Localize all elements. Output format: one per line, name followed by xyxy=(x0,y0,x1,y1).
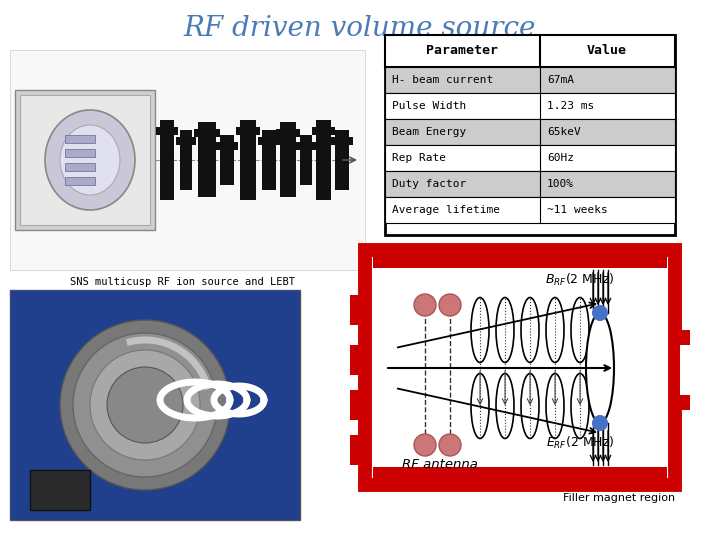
Text: Pulse Width: Pulse Width xyxy=(392,101,467,111)
Circle shape xyxy=(414,434,436,456)
Bar xyxy=(15,90,155,230)
Bar xyxy=(276,129,300,137)
Bar xyxy=(385,67,675,93)
Text: 65keV: 65keV xyxy=(547,127,581,137)
Bar xyxy=(316,120,331,200)
Circle shape xyxy=(592,415,608,431)
Ellipse shape xyxy=(586,313,614,423)
Bar xyxy=(65,177,95,185)
Bar xyxy=(236,127,260,135)
Bar xyxy=(240,120,256,200)
Bar xyxy=(280,122,296,197)
Bar xyxy=(350,345,368,375)
Bar xyxy=(65,149,95,157)
Text: Average lifetime: Average lifetime xyxy=(392,205,500,215)
Text: RF antenna: RF antenna xyxy=(402,458,478,471)
Text: H- beam current: H- beam current xyxy=(392,75,493,85)
Bar xyxy=(335,130,349,190)
Text: 100%: 100% xyxy=(547,179,574,189)
Circle shape xyxy=(90,350,200,460)
Bar xyxy=(385,197,675,223)
Text: Filler magnet region: Filler magnet region xyxy=(563,493,675,503)
Bar xyxy=(385,93,675,119)
Bar xyxy=(262,130,276,190)
Bar xyxy=(156,127,178,135)
Bar xyxy=(30,470,90,510)
Bar xyxy=(373,268,667,467)
Text: 1.23 ms: 1.23 ms xyxy=(547,101,594,111)
Bar xyxy=(385,35,675,235)
Bar xyxy=(65,163,95,171)
Text: RF driven volume source: RF driven volume source xyxy=(184,15,536,42)
Bar xyxy=(65,135,95,143)
Text: 67mA: 67mA xyxy=(547,75,574,85)
Bar xyxy=(373,467,667,485)
Text: 60Hz: 60Hz xyxy=(547,153,574,163)
Bar xyxy=(258,137,280,145)
Circle shape xyxy=(439,434,461,456)
Text: ~11 weeks: ~11 weeks xyxy=(547,205,608,215)
Bar xyxy=(365,250,675,485)
Bar xyxy=(296,142,316,150)
Bar xyxy=(216,142,238,150)
Text: Value: Value xyxy=(587,44,627,57)
Circle shape xyxy=(592,305,608,321)
Bar xyxy=(385,145,675,171)
Bar xyxy=(180,130,192,190)
Bar xyxy=(220,135,234,185)
Bar xyxy=(300,135,312,185)
Bar xyxy=(350,295,368,325)
Bar xyxy=(312,127,335,135)
Bar xyxy=(350,435,368,465)
Bar xyxy=(670,330,690,410)
Ellipse shape xyxy=(45,110,135,210)
Bar xyxy=(198,122,216,197)
Text: $B_{RF}$(2 MHz): $B_{RF}$(2 MHz) xyxy=(545,272,615,288)
Circle shape xyxy=(107,367,183,443)
Bar xyxy=(385,171,675,197)
Bar xyxy=(350,390,368,420)
Circle shape xyxy=(439,294,461,316)
Ellipse shape xyxy=(60,125,120,195)
Text: Beam Energy: Beam Energy xyxy=(392,127,467,137)
Bar xyxy=(331,137,353,145)
Bar xyxy=(176,137,196,145)
Text: SNS multicusp RF ion source and LEBT: SNS multicusp RF ion source and LEBT xyxy=(71,277,295,287)
Bar xyxy=(373,250,667,268)
Text: Rep Rate: Rep Rate xyxy=(392,153,446,163)
Bar xyxy=(10,50,365,270)
Bar xyxy=(10,290,300,520)
Bar xyxy=(194,129,220,137)
Bar xyxy=(160,120,174,200)
Bar xyxy=(680,345,695,395)
Circle shape xyxy=(73,333,217,477)
Bar xyxy=(10,290,300,520)
Circle shape xyxy=(60,320,230,490)
Text: Parameter: Parameter xyxy=(426,44,498,57)
Circle shape xyxy=(414,294,436,316)
Text: $E_{RF}$(2 MHz): $E_{RF}$(2 MHz) xyxy=(546,435,614,451)
Bar xyxy=(385,35,675,67)
Bar xyxy=(385,119,675,145)
Bar xyxy=(20,95,150,225)
Text: Duty factor: Duty factor xyxy=(392,179,467,189)
